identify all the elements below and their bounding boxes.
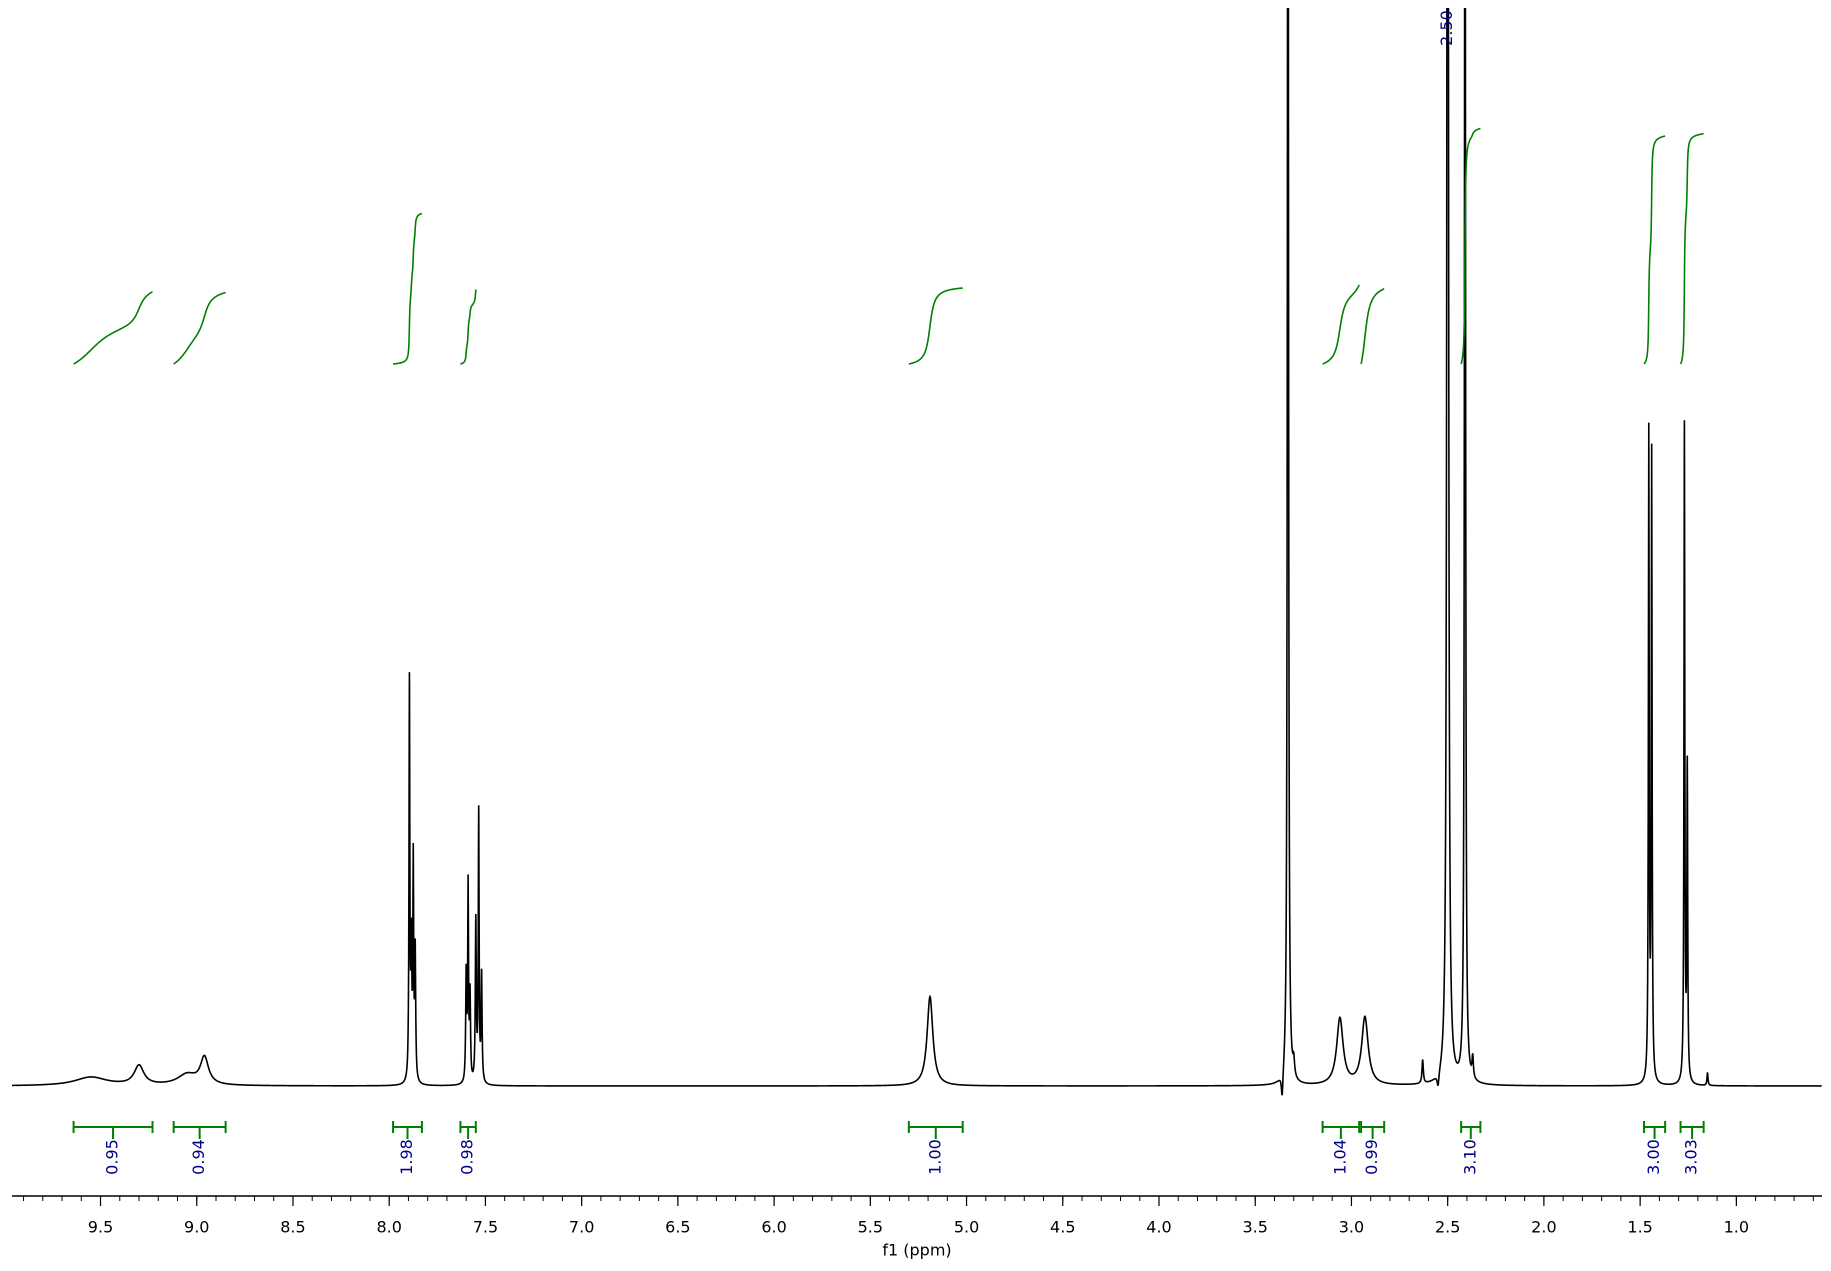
integral-label: 1.00	[925, 1139, 944, 1175]
x-tick-label: 7.5	[473, 1218, 498, 1237]
integral-curve	[908, 287, 963, 365]
x-axis-label: f1 (ppm)	[882, 1241, 951, 1260]
x-tick-label: 9.5	[88, 1218, 113, 1237]
integral-bar	[72, 1121, 154, 1139]
integral-label: 0.94	[189, 1139, 208, 1175]
spectrum	[11, 8, 1822, 1096]
x-tick-label: 8.0	[376, 1218, 401, 1237]
x-tick-label: 3.5	[1243, 1218, 1268, 1237]
x-tick-label: 6.5	[665, 1218, 690, 1237]
x-tick-label: 1.0	[1724, 1218, 1749, 1237]
integral-label: 3.00	[1644, 1139, 1663, 1175]
integral-bar	[459, 1121, 477, 1139]
integral-bar	[1642, 1121, 1667, 1139]
x-tick-label: 7.0	[569, 1218, 594, 1237]
integral-label: 1.98	[397, 1139, 416, 1175]
integral-curve	[392, 212, 423, 365]
integral-label: 0.98	[458, 1139, 477, 1175]
x-tick-label: 6.0	[761, 1218, 786, 1237]
integral-bar	[1460, 1121, 1482, 1139]
x-tick-label: 4.0	[1146, 1218, 1171, 1237]
integral-bar	[172, 1121, 227, 1139]
x-tick-label: 3.0	[1339, 1218, 1364, 1237]
integral-bar	[907, 1121, 964, 1139]
x-tick-label: 8.5	[280, 1218, 305, 1237]
x-tick-label: 5.5	[858, 1218, 883, 1237]
integral-label: 1.04	[1330, 1139, 1349, 1175]
integral-curve	[73, 291, 153, 365]
integral-curve	[1360, 288, 1385, 365]
integral-bar	[392, 1121, 423, 1139]
peak-label: 2.50	[1437, 10, 1456, 46]
integral-bar	[1321, 1121, 1361, 1139]
integral-label: 3.03	[1682, 1139, 1701, 1175]
x-tick-label: 2.0	[1531, 1218, 1556, 1237]
integral-label: 0.95	[103, 1139, 122, 1175]
x-tick-label: 2.5	[1435, 1218, 1460, 1237]
integral-curve	[460, 289, 477, 365]
integral-curve	[1322, 284, 1360, 365]
integral-curve	[1643, 135, 1666, 365]
integral-label: 0.99	[1362, 1139, 1381, 1175]
integral-label: 3.10	[1460, 1139, 1479, 1175]
integral-bar	[1360, 1121, 1386, 1139]
integral-curve	[1460, 127, 1481, 365]
x-tick-label: 9.0	[184, 1218, 209, 1237]
x-tick-label: 1.5	[1627, 1218, 1652, 1237]
integral-curve	[1679, 132, 1704, 365]
integral-bar	[1679, 1121, 1705, 1139]
x-tick-label: 4.5	[1050, 1218, 1075, 1237]
x-tick-label: 5.0	[954, 1218, 979, 1237]
integral-curve	[173, 291, 226, 365]
